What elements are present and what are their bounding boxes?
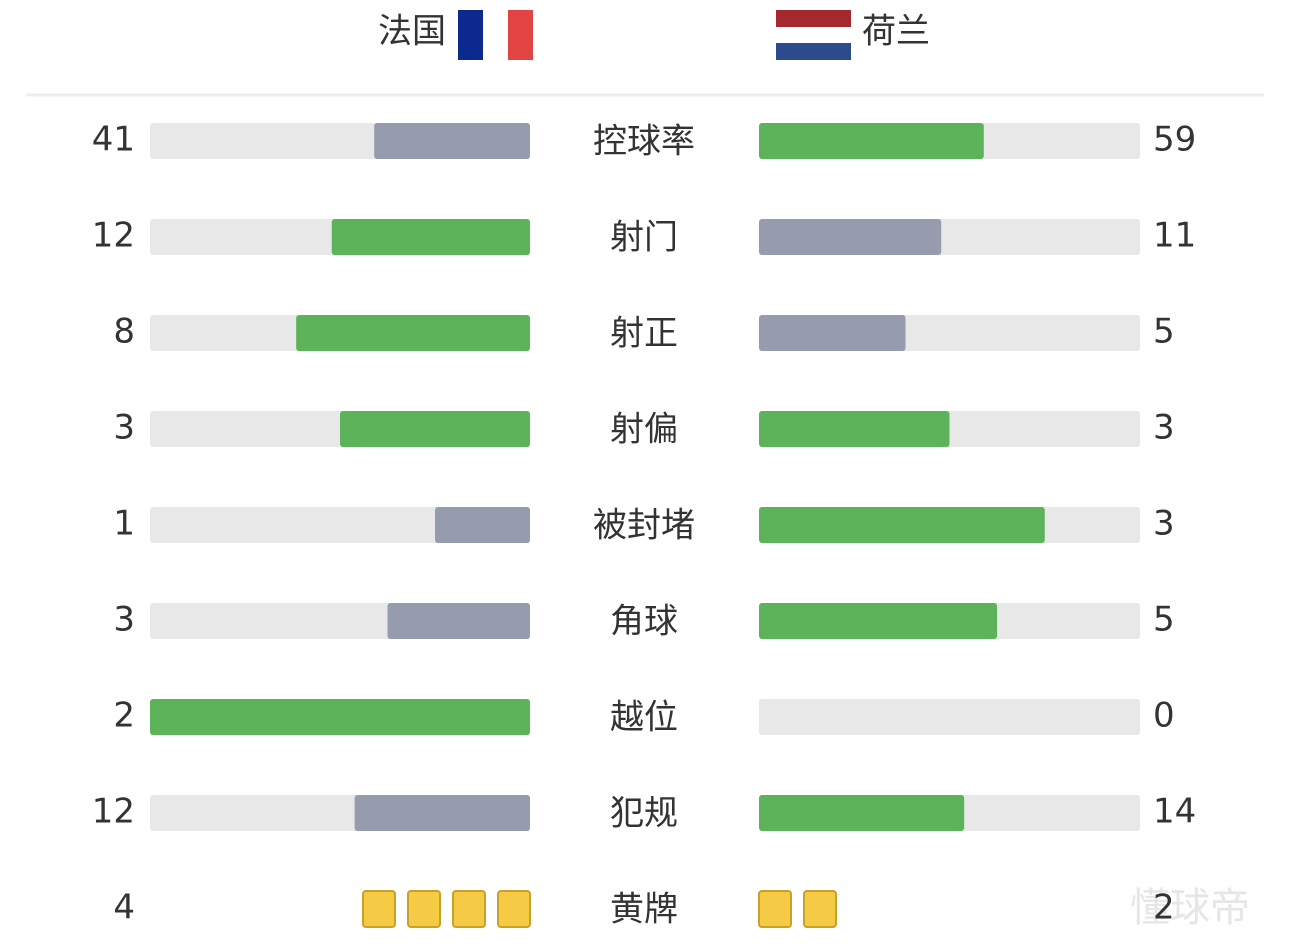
home-value: 12	[92, 792, 135, 832]
stat-label: 被封堵	[593, 506, 695, 546]
yellow-card	[452, 890, 486, 928]
bar-track	[759, 699, 1140, 735]
home-value: 2	[113, 696, 135, 736]
home-value: 41	[92, 120, 135, 160]
home-team: 法国	[378, 12, 446, 52]
away-value: 11	[1153, 216, 1196, 256]
home-value: 8	[113, 312, 135, 352]
away-team: 荷兰	[862, 12, 930, 52]
yellow-card	[803, 890, 837, 928]
away-flag	[776, 10, 851, 60]
home-value: 3	[113, 408, 135, 448]
away-value: 3	[1153, 504, 1175, 544]
home-value: 4	[113, 888, 135, 928]
stat-label: 角球	[610, 602, 678, 642]
stat-label: 犯规	[610, 794, 678, 834]
yellow-card	[497, 890, 531, 928]
home-bar	[374, 123, 530, 159]
home-bar	[150, 699, 530, 735]
home-bar	[354, 795, 530, 831]
away-bar	[759, 411, 950, 447]
away-bar	[759, 603, 998, 639]
away-bar	[759, 795, 965, 831]
away-value: 3	[1153, 408, 1175, 448]
home-bar	[331, 219, 530, 255]
away-bar	[759, 219, 942, 255]
away-value: 2	[1153, 888, 1175, 928]
stat-label: 射偏	[610, 410, 678, 450]
yellow-card	[362, 890, 396, 928]
stat-label: 射门	[610, 218, 678, 258]
home-bar	[340, 411, 530, 447]
yellow-card	[758, 890, 792, 928]
home-bar	[435, 507, 530, 543]
away-value: 59	[1153, 120, 1196, 160]
stat-label: 越位	[610, 698, 678, 738]
home-flag	[458, 10, 533, 60]
home-value: 1	[113, 504, 135, 544]
away-bar	[759, 123, 984, 159]
stat-label: 射正	[610, 314, 678, 354]
home-bar	[296, 315, 530, 351]
stat-label: 控球率	[593, 122, 695, 162]
away-bar	[759, 315, 906, 351]
away-value: 5	[1153, 312, 1175, 352]
stat-label: 黄牌	[610, 890, 678, 930]
away-value: 0	[1153, 696, 1175, 736]
home-bar	[387, 603, 530, 639]
away-value: 5	[1153, 600, 1175, 640]
home-value: 12	[92, 216, 135, 256]
watermark: 懂球帝	[1130, 885, 1250, 931]
yellow-card	[407, 890, 441, 928]
home-value: 3	[113, 600, 135, 640]
away-value: 14	[1153, 792, 1196, 832]
away-bar	[759, 507, 1045, 543]
